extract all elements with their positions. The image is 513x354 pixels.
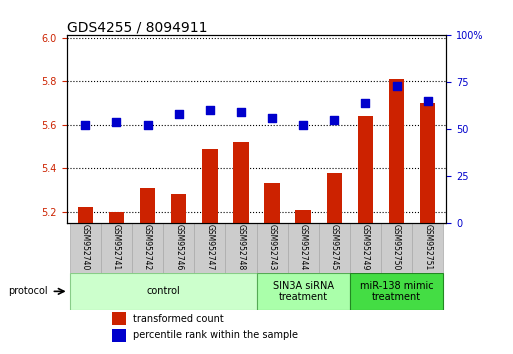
Text: GSM952745: GSM952745 — [330, 224, 339, 270]
Bar — [381, 223, 412, 273]
Point — [268, 115, 276, 121]
Point — [237, 109, 245, 115]
Text: GSM952749: GSM952749 — [361, 224, 370, 270]
Text: transformed count: transformed count — [133, 314, 224, 324]
Bar — [412, 223, 443, 273]
Bar — [112, 313, 126, 325]
Bar — [109, 212, 124, 223]
Bar — [70, 223, 101, 273]
Bar — [389, 79, 404, 223]
Text: SIN3A siRNA
treatment: SIN3A siRNA treatment — [273, 281, 333, 302]
Point — [81, 122, 89, 128]
Bar — [350, 223, 381, 273]
Bar — [319, 223, 350, 273]
Point — [206, 108, 214, 113]
Text: GSM952742: GSM952742 — [143, 224, 152, 270]
Text: percentile rank within the sample: percentile rank within the sample — [133, 330, 298, 341]
Bar — [194, 223, 225, 273]
Bar — [112, 329, 126, 342]
Text: GSM952743: GSM952743 — [268, 224, 277, 270]
Bar — [202, 149, 218, 223]
Point — [174, 111, 183, 117]
Bar — [225, 223, 256, 273]
Bar — [326, 173, 342, 223]
Text: GSM952746: GSM952746 — [174, 224, 183, 270]
Bar — [420, 103, 436, 223]
Text: GSM952744: GSM952744 — [299, 224, 308, 270]
Text: GSM952740: GSM952740 — [81, 224, 90, 270]
Text: GSM952747: GSM952747 — [205, 224, 214, 270]
Text: GDS4255 / 8094911: GDS4255 / 8094911 — [67, 20, 207, 34]
Bar — [288, 223, 319, 273]
Bar — [101, 223, 132, 273]
Point — [361, 100, 369, 105]
Bar — [350, 273, 443, 310]
Point — [144, 122, 152, 128]
Bar — [171, 194, 187, 223]
Text: control: control — [146, 286, 180, 296]
Bar — [358, 116, 373, 223]
Point — [330, 117, 339, 122]
Bar — [256, 273, 350, 310]
Text: GSM952748: GSM952748 — [236, 224, 245, 270]
Bar — [77, 207, 93, 223]
Bar — [295, 210, 311, 223]
Bar — [70, 273, 256, 310]
Text: protocol: protocol — [8, 286, 48, 296]
Point — [424, 98, 432, 104]
Text: miR-138 mimic
treatment: miR-138 mimic treatment — [360, 281, 433, 302]
Text: GSM952751: GSM952751 — [423, 224, 432, 270]
Bar — [163, 223, 194, 273]
Bar — [233, 142, 249, 223]
Point — [392, 83, 401, 89]
Bar — [264, 183, 280, 223]
Text: GSM952741: GSM952741 — [112, 224, 121, 270]
Point — [299, 122, 307, 128]
Bar — [140, 188, 155, 223]
Point — [112, 119, 121, 124]
Bar — [256, 223, 288, 273]
Bar — [132, 223, 163, 273]
Text: GSM952750: GSM952750 — [392, 224, 401, 270]
